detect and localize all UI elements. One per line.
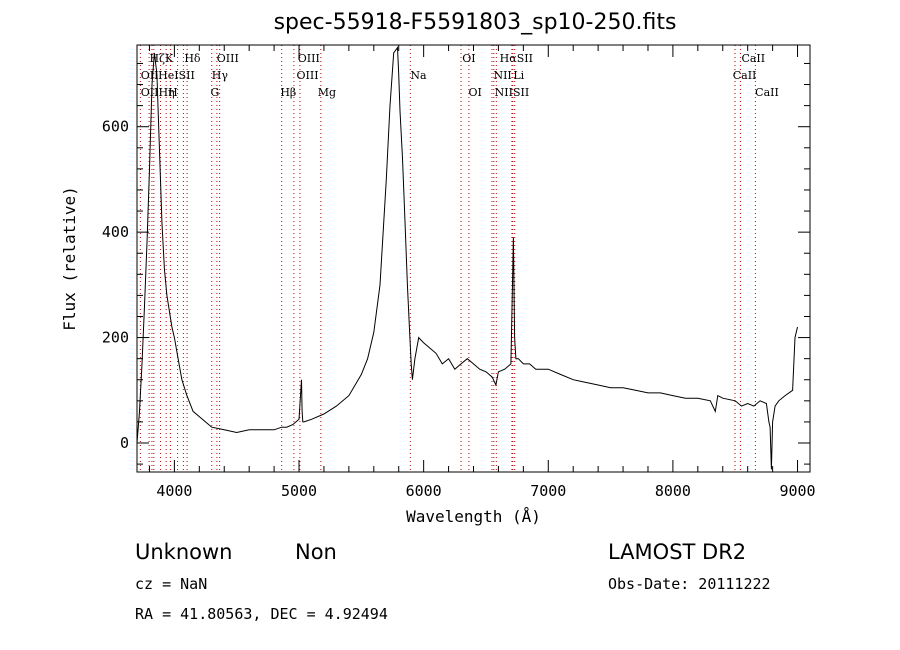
line-id-label: NIISII	[495, 86, 530, 99]
line-id-label: Na	[410, 69, 427, 82]
line-id-label: CaII	[733, 69, 757, 82]
line-id-label: OI	[462, 52, 475, 65]
class-label: Unknown	[135, 540, 233, 564]
y-axis-label: Flux (relative)	[60, 186, 79, 331]
y-tick-label: 600	[102, 118, 129, 136]
line-id-label: CaII	[741, 52, 765, 65]
x-tick-label: 8000	[655, 482, 691, 500]
y-tick-label: 200	[102, 329, 129, 347]
line-id-label: NII	[493, 69, 511, 82]
subclass-label: Non	[295, 540, 337, 564]
chart-title: spec-55918-F5591803_sp10-250.fits	[273, 10, 677, 35]
line-id-label: HeISII	[158, 69, 195, 82]
line-id-label: OIII	[297, 69, 319, 82]
y-tick-label: 400	[102, 223, 129, 241]
obs-date-label: Obs-Date: 20111222	[608, 575, 771, 593]
line-id-label: G	[211, 86, 220, 99]
line-id-label: OIII	[298, 52, 320, 65]
plot-frame	[136, 44, 811, 473]
line-id-label: OI	[469, 86, 482, 99]
line-id-label: Hδ	[184, 52, 201, 65]
line-id-label: CaII	[755, 86, 779, 99]
survey-label: LAMOST DR2	[608, 540, 747, 564]
x-tick-label: 4000	[156, 482, 192, 500]
x-tick-label: 7000	[530, 482, 566, 500]
spectrum-line	[136, 46, 798, 470]
cz-label: cz = NaN	[135, 575, 208, 593]
x-tick-label: 6000	[406, 482, 442, 500]
x-axis-label: Wavelength (Å)	[406, 507, 541, 526]
line-id-label: H	[168, 86, 178, 99]
line-id-label: Li	[513, 69, 524, 82]
y-tick-label: 0	[120, 434, 129, 452]
line-id-label: Hβ	[280, 86, 296, 99]
line-id-label: HαSII	[500, 52, 533, 65]
line-id-label: Hγ	[212, 69, 229, 82]
line-id-label: Mg	[318, 86, 336, 99]
x-tick-label: 9000	[779, 482, 815, 500]
line-id-label: OIII	[217, 52, 239, 65]
line-id-label: OII	[141, 69, 159, 82]
x-tick-label: 5000	[281, 482, 317, 500]
coords-label: RA = 41.80563, DEC = 4.92494	[135, 605, 388, 623]
